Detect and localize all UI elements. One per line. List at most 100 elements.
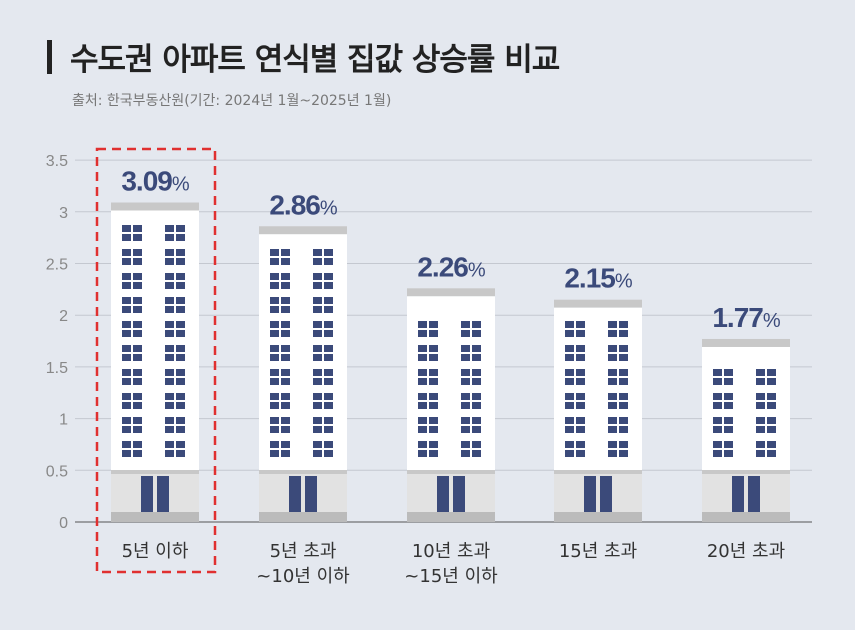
window (313, 330, 322, 337)
door-left (437, 476, 449, 512)
window (713, 426, 722, 433)
window (122, 402, 131, 409)
window (724, 402, 733, 409)
window (429, 354, 438, 361)
window (270, 282, 279, 289)
window (122, 441, 131, 448)
window (724, 441, 733, 448)
window (461, 330, 470, 337)
window (565, 321, 574, 328)
window (565, 426, 574, 433)
window (713, 417, 722, 424)
window (313, 321, 322, 328)
window (176, 234, 185, 241)
door-left (732, 476, 744, 512)
window (324, 282, 333, 289)
window (565, 369, 574, 376)
window (724, 450, 733, 457)
window (133, 282, 142, 289)
window (461, 345, 470, 352)
window (576, 417, 585, 424)
window (324, 378, 333, 385)
window (122, 378, 131, 385)
window (418, 345, 427, 352)
window (313, 306, 322, 313)
window (472, 345, 481, 352)
window (133, 369, 142, 376)
window (472, 354, 481, 361)
window (313, 417, 322, 424)
window (324, 297, 333, 304)
door-right (453, 476, 465, 512)
window (165, 369, 174, 376)
window (608, 402, 617, 409)
ground-floor-ledge (554, 470, 642, 474)
building-roof (702, 338, 790, 347)
window (176, 354, 185, 361)
window (324, 273, 333, 280)
window (713, 378, 722, 385)
window (418, 450, 427, 457)
window (324, 402, 333, 409)
window (281, 450, 290, 457)
window (122, 306, 131, 313)
window (281, 441, 290, 448)
door-right (157, 476, 169, 512)
window (270, 273, 279, 280)
window (165, 297, 174, 304)
window (133, 234, 142, 241)
y-tick-label: 3 (59, 205, 68, 222)
window (122, 369, 131, 376)
building-base (259, 512, 347, 522)
window (324, 417, 333, 424)
window (313, 282, 322, 289)
window (176, 393, 185, 400)
window (608, 450, 617, 457)
window (619, 402, 628, 409)
window (176, 417, 185, 424)
building-roof (259, 226, 347, 235)
window (565, 330, 574, 337)
window (472, 330, 481, 337)
window (576, 402, 585, 409)
highlight-box (95, 147, 217, 574)
window (165, 450, 174, 457)
window (576, 354, 585, 361)
value-unit: % (615, 271, 633, 293)
building-ground-floor (554, 470, 642, 512)
building-roof (554, 299, 642, 308)
window (418, 330, 427, 337)
window (313, 441, 322, 448)
window (281, 321, 290, 328)
window (313, 258, 322, 265)
window (724, 417, 733, 424)
x-tick-label: 5년 초과 (270, 541, 337, 562)
ground-floor-ledge (111, 470, 199, 474)
window (122, 249, 131, 256)
window (565, 450, 574, 457)
building-ground-floor (407, 470, 495, 512)
window (122, 297, 131, 304)
window (713, 402, 722, 409)
window (165, 378, 174, 385)
window (619, 354, 628, 361)
door-right (305, 476, 317, 512)
value-number: 3.09 (121, 165, 172, 196)
window (281, 393, 290, 400)
window (472, 441, 481, 448)
window (324, 369, 333, 376)
window (122, 354, 131, 361)
window (133, 426, 142, 433)
window (133, 450, 142, 457)
window (270, 417, 279, 424)
window (313, 273, 322, 280)
window (461, 393, 470, 400)
ground-floor-ledge (407, 470, 495, 474)
window (461, 441, 470, 448)
window (724, 393, 733, 400)
building-base (407, 512, 495, 522)
y-tick-label: 0 (59, 515, 68, 532)
window (724, 369, 733, 376)
window (576, 345, 585, 352)
window (176, 330, 185, 337)
